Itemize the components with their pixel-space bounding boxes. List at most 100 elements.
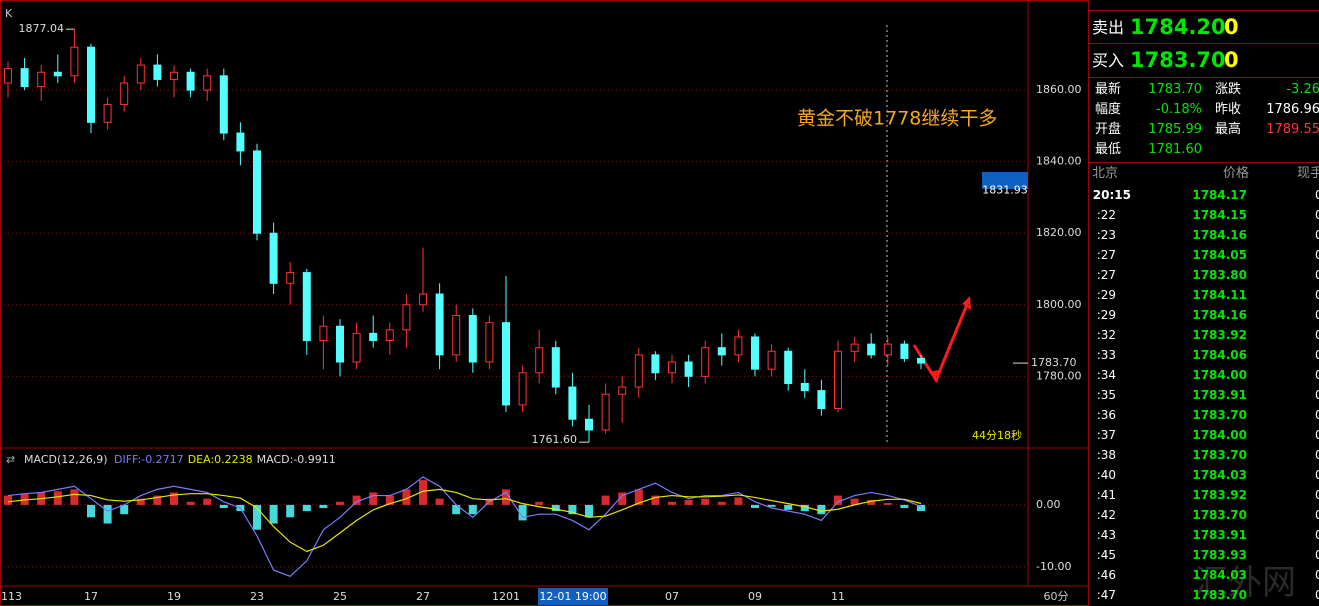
candle-body bbox=[153, 64, 162, 80]
tick-time: :34 bbox=[1096, 368, 1116, 382]
macd-bar bbox=[419, 480, 427, 505]
macd-title: MACD(12,26,9) bbox=[24, 453, 108, 466]
tick-price: 1784.15 bbox=[1192, 208, 1247, 222]
candle-body bbox=[336, 325, 344, 363]
cursor-time: 12-01 19:00 bbox=[539, 590, 606, 603]
candle-body bbox=[319, 325, 328, 342]
macd-icon: ⇄ bbox=[6, 453, 15, 466]
tick-volume: 0 bbox=[1315, 408, 1319, 422]
tick-price: 1784.16 bbox=[1192, 308, 1247, 322]
macd-bar bbox=[103, 504, 112, 524]
tick-volume: 0 bbox=[1315, 328, 1319, 342]
macd-bar bbox=[20, 493, 29, 505]
divider bbox=[1089, 162, 1319, 163]
tick-volume: 0 bbox=[1315, 448, 1319, 462]
candle-body bbox=[701, 347, 710, 377]
macd-line bbox=[7, 488, 922, 553]
macd-bar bbox=[551, 504, 560, 512]
candle-body bbox=[352, 332, 361, 363]
tick-volume: 0 bbox=[1315, 208, 1319, 222]
macd-bar bbox=[402, 489, 411, 505]
candle-body bbox=[468, 315, 477, 363]
tick-price: 1784.00 bbox=[1192, 428, 1247, 442]
stat-value: 1789.55 bbox=[1266, 122, 1319, 137]
candle-body bbox=[120, 82, 129, 105]
tick-volume: 0 bbox=[1315, 548, 1319, 562]
buy-price: 1783.70 bbox=[1130, 48, 1226, 72]
y-tick-label: 1860.00 bbox=[1036, 83, 1082, 96]
candle-body bbox=[817, 390, 826, 410]
candle-body bbox=[385, 329, 394, 342]
tick-price: 1784.03 bbox=[1192, 568, 1247, 582]
tick-time: :40 bbox=[1096, 468, 1116, 482]
stat-label: 幅度 bbox=[1095, 102, 1122, 117]
candle-body bbox=[136, 64, 145, 84]
stat-label: 最新 bbox=[1095, 82, 1122, 97]
macd-bar bbox=[153, 495, 162, 505]
ticks-header: 现手 bbox=[1297, 166, 1319, 181]
tick-time: :45 bbox=[1096, 548, 1116, 562]
divider bbox=[1089, 77, 1319, 78]
candle-body bbox=[800, 382, 809, 392]
divider bbox=[1089, 43, 1319, 44]
candle-body bbox=[37, 71, 46, 88]
tick-volume: 0 bbox=[1315, 488, 1319, 502]
stat-value: -3.26 bbox=[1286, 82, 1319, 97]
macd-bar bbox=[336, 501, 344, 505]
last-price-label: 1783.70 bbox=[1031, 356, 1077, 369]
tick-volume: 0 bbox=[1315, 528, 1319, 542]
x-tick-label: 19 bbox=[167, 590, 181, 603]
macd-bar bbox=[767, 504, 776, 507]
tick-time: :35 bbox=[1096, 388, 1116, 402]
candle-body bbox=[419, 293, 427, 306]
macd-bar bbox=[751, 504, 759, 508]
macd-bar bbox=[535, 501, 544, 505]
tick-time: :42 bbox=[1096, 508, 1116, 522]
tick-time: :29 bbox=[1096, 308, 1116, 322]
high-label: 1877.04 bbox=[19, 22, 65, 35]
cursor-price: 1831.93 bbox=[982, 184, 1028, 197]
macd-bar bbox=[568, 504, 577, 515]
tick-volume: 0 bbox=[1315, 188, 1319, 202]
divider bbox=[1089, 10, 1319, 11]
candle-body bbox=[435, 293, 444, 356]
stat-label: 最高 bbox=[1215, 122, 1242, 137]
buy-volume: 0 bbox=[1224, 48, 1239, 72]
macd-bar bbox=[651, 495, 660, 505]
chart-title: K bbox=[5, 7, 13, 20]
candle-body bbox=[568, 386, 577, 420]
candle-body bbox=[883, 343, 892, 356]
macd-bar bbox=[585, 504, 593, 518]
macd-bar bbox=[435, 498, 444, 505]
macd-bar bbox=[136, 498, 145, 505]
macd-bar bbox=[4, 495, 12, 505]
macd-line bbox=[7, 476, 922, 577]
x-tick-label: 11 bbox=[831, 590, 845, 603]
arrow-head bbox=[962, 296, 971, 310]
macd-bar bbox=[468, 504, 477, 515]
x-tick-label: 25 bbox=[333, 590, 347, 603]
cursor-time-box bbox=[538, 588, 608, 605]
countdown: 44分18秒 bbox=[972, 428, 1022, 442]
candle-body bbox=[585, 418, 593, 431]
candle-body bbox=[452, 315, 461, 356]
tick-volume: 0 bbox=[1315, 288, 1319, 302]
tick-price: 1783.70 bbox=[1192, 408, 1247, 422]
candle-body bbox=[751, 336, 759, 370]
macd-bar bbox=[352, 495, 361, 505]
macd-bar bbox=[850, 498, 859, 505]
macd-bar bbox=[601, 495, 610, 505]
tick-price: 1783.70 bbox=[1192, 508, 1247, 522]
candle-body bbox=[518, 372, 527, 406]
macd-bar bbox=[53, 491, 62, 505]
tick-price: 1783.80 bbox=[1192, 268, 1247, 282]
macd-bar bbox=[834, 495, 842, 505]
candle-body bbox=[302, 272, 311, 342]
candle-body bbox=[867, 343, 876, 356]
legend-entry: MACD:-0.9911 bbox=[257, 453, 336, 466]
macd-bar bbox=[170, 492, 178, 505]
tick-time: :29 bbox=[1096, 288, 1116, 302]
macd-bar bbox=[385, 495, 394, 505]
tick-volume: 0 bbox=[1315, 508, 1319, 522]
